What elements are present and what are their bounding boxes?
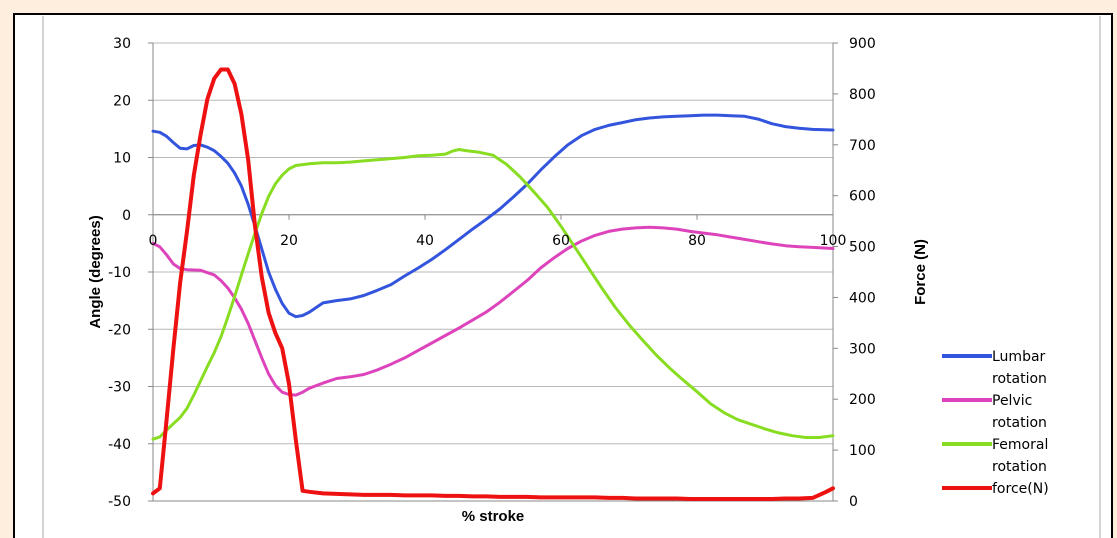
legend-label-femoral: rotation <box>992 459 1047 475</box>
tick-labels: 3020100-10-20-30-40-50900800700600500400… <box>108 36 876 510</box>
legend: Lumbar rotation Pelvic rotation Femoral rotat… <box>942 349 1049 497</box>
y-right-axis-title: Force (N) <box>912 239 929 305</box>
y-right-tick-label: 500 <box>849 240 876 256</box>
x-tick-label: 40 <box>416 233 434 249</box>
y-left-tick-label: 30 <box>113 36 131 52</box>
chart-border <box>13 13 1113 538</box>
lumbar-rotation-line <box>151 113 835 319</box>
y-right-tick-label: 900 <box>849 36 876 52</box>
legend-label-femoral: Femoral <box>992 437 1048 453</box>
legend-label-pelvic: Pelvic <box>992 393 1032 409</box>
y-right-tick-label: 200 <box>849 392 876 408</box>
force-line <box>151 67 835 501</box>
y-left-tick-label: -50 <box>108 494 131 510</box>
legend-label-lumbar: rotation <box>992 371 1047 387</box>
y-left-tick-label: -20 <box>108 322 131 338</box>
y-right-tick-label: 300 <box>849 341 876 357</box>
x-axis-title: % stroke <box>462 508 525 525</box>
y-right-tick-label: 0 <box>849 494 858 510</box>
y-left-tick-label: 0 <box>122 208 131 224</box>
legend-label-force: force(N) <box>992 481 1049 497</box>
legend-label-lumbar: Lumbar <box>992 349 1046 365</box>
series-lines <box>151 67 835 501</box>
y-left-tick-label: -30 <box>108 380 131 396</box>
y-right-tick-label: 700 <box>849 138 876 154</box>
x-tick-label: 0 <box>149 233 158 249</box>
y-right-tick-label: 400 <box>849 290 876 306</box>
y-right-tick-label: 800 <box>849 87 876 103</box>
femoral-rotation-line <box>151 148 835 441</box>
y-right-tick-label: 100 <box>849 443 876 459</box>
legend-label-pelvic: rotation <box>992 415 1047 431</box>
y-right-tick-label: 600 <box>849 189 876 205</box>
y-left-tick-label: 10 <box>113 151 131 167</box>
y-left-tick-label: 20 <box>113 93 131 109</box>
x-tick-label: 80 <box>688 233 706 249</box>
y-left-axis-title: Angle (degrees) <box>87 215 104 328</box>
x-tick-label: 100 <box>820 233 847 249</box>
y-left-tick-label: -40 <box>108 437 131 453</box>
x-tick-label: 60 <box>552 233 570 249</box>
x-tick-label: 20 <box>280 233 298 249</box>
y-left-tick-label: -10 <box>108 265 131 281</box>
